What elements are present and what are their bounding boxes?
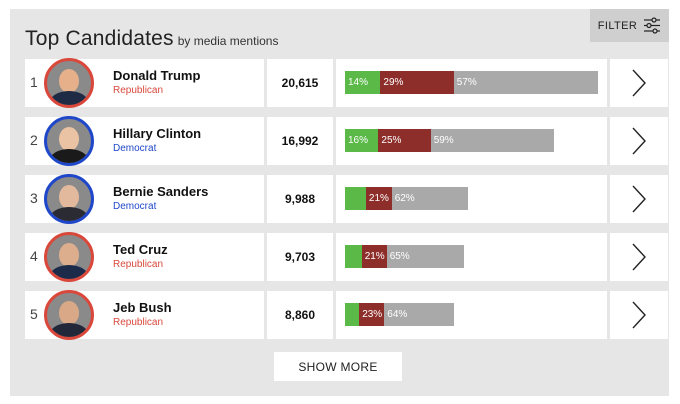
candidate-info: 5 Jeb Bush Republican xyxy=(25,290,264,340)
rank-number: 4 xyxy=(30,248,38,264)
candidate-party: Democrat xyxy=(113,143,157,154)
mention-count: 9,703 xyxy=(284,250,316,264)
sentiment-bar: 23% 64% xyxy=(345,303,455,326)
sentiment-segment-pos xyxy=(345,187,366,210)
mention-count-cell: 8,860 xyxy=(267,291,333,339)
rank-number: 3 xyxy=(30,190,38,206)
chevron-right-icon xyxy=(632,69,646,97)
rank-number: 1 xyxy=(30,74,38,90)
filter-label: FILTER xyxy=(597,19,638,32)
sentiment-segment-neu: 23% xyxy=(359,303,385,326)
mention-count: 16,992 xyxy=(281,134,319,148)
mention-count: 20,615 xyxy=(281,76,319,90)
mention-count-cell: 9,703 xyxy=(267,233,333,281)
candidate-info: 3 Bernie Sanders Democrat xyxy=(25,174,264,224)
row-detail-button[interactable] xyxy=(610,59,668,107)
avatar xyxy=(44,232,94,282)
candidate-name: Ted Cruz xyxy=(113,242,168,257)
sentiment-segment-neu: 29% xyxy=(380,71,454,94)
sentiment-cell: 21% 65% xyxy=(336,233,607,281)
sentiment-cell: 14% 29% 57% xyxy=(336,59,607,107)
sentiment-cell: 21% 62% xyxy=(336,175,607,223)
row-detail-button[interactable] xyxy=(610,233,668,281)
sentiment-segment-neu: 25% xyxy=(378,129,431,152)
sentiment-segment-neu: 21% xyxy=(361,245,387,268)
sentiment-bar: 14% 29% 57% xyxy=(345,71,598,94)
candidate-info: 4 Ted Cruz Republican xyxy=(25,232,264,282)
candidate-name: Hillary Clinton xyxy=(113,126,202,141)
mention-count-cell: 20,615 xyxy=(267,59,333,107)
candidate-party: Republican xyxy=(113,317,164,328)
candidate-row[interactable]: 3 Bernie Sanders Democrat 9,988 21% 62% xyxy=(25,174,668,224)
candidate-name: Jeb Bush xyxy=(113,300,172,315)
filter-button[interactable]: FILTER xyxy=(590,9,669,42)
sentiment-segment-neg: 65% xyxy=(386,245,464,268)
rank-number: 5 xyxy=(30,306,38,322)
row-detail-button[interactable] xyxy=(610,291,668,339)
candidate-info: 2 Hillary Clinton Democrat xyxy=(25,116,264,166)
sentiment-segment-pos xyxy=(345,303,360,326)
page-title: Top Candidates xyxy=(25,27,174,50)
sentiment-segment-neg: 64% xyxy=(384,303,455,326)
rank-number: 2 xyxy=(30,132,38,148)
avatar xyxy=(44,58,94,108)
chevron-right-icon xyxy=(632,301,646,329)
panel-header: Top Candidates by media mentions xyxy=(25,27,278,51)
sentiment-bar: 21% 65% xyxy=(345,245,464,268)
candidate-party: Democrat xyxy=(113,201,157,212)
mention-count-cell: 16,992 xyxy=(267,117,333,165)
candidate-name: Donald Trump xyxy=(113,68,201,83)
sentiment-segment-neg: 59% xyxy=(430,129,554,152)
mention-count-cell: 9,988 xyxy=(267,175,333,223)
candidates-panel: Top Candidates by media mentions FILTER 1… xyxy=(10,9,669,396)
sentiment-bar: 21% 62% xyxy=(345,187,468,210)
candidate-info: 1 Donald Trump Republican xyxy=(25,58,264,108)
avatar xyxy=(44,174,94,224)
row-detail-button[interactable] xyxy=(610,175,668,223)
show-more-button[interactable]: SHOW MORE xyxy=(274,352,402,381)
sentiment-cell: 16% 25% 59% xyxy=(336,117,607,165)
chevron-right-icon xyxy=(632,243,646,271)
mention-count: 9,988 xyxy=(284,192,316,206)
mention-count: 8,860 xyxy=(284,308,316,322)
candidate-row[interactable]: 5 Jeb Bush Republican 8,860 23% 64% xyxy=(25,290,668,340)
candidate-row[interactable]: 2 Hillary Clinton Democrat 16,992 16% 25% 59% xyxy=(25,116,668,166)
candidate-party: Republican xyxy=(113,85,164,96)
candidate-party: Republican xyxy=(113,259,164,270)
sentiment-bar: 16% 25% 59% xyxy=(345,129,554,152)
sliders-icon xyxy=(644,17,661,34)
page-subtitle: by media mentions xyxy=(177,34,279,48)
candidate-row[interactable]: 1 Donald Trump Republican 20,615 14% 29% 57% xyxy=(25,58,668,108)
sentiment-segment-pos: 14% xyxy=(345,71,381,94)
avatar xyxy=(44,116,94,166)
candidate-row[interactable]: 4 Ted Cruz Republican 9,703 21% 65% xyxy=(25,232,668,282)
sentiment-segment-pos xyxy=(345,245,362,268)
chevron-right-icon xyxy=(632,185,646,213)
sentiment-segment-pos: 16% xyxy=(345,129,379,152)
sentiment-segment-neg: 57% xyxy=(453,71,598,94)
candidate-name: Bernie Sanders xyxy=(113,184,209,199)
row-detail-button[interactable] xyxy=(610,117,668,165)
avatar xyxy=(44,290,94,340)
sentiment-segment-neg: 62% xyxy=(391,187,468,210)
sentiment-segment-neu: 21% xyxy=(365,187,392,210)
chevron-right-icon xyxy=(632,127,646,155)
sentiment-cell: 23% 64% xyxy=(336,291,607,339)
